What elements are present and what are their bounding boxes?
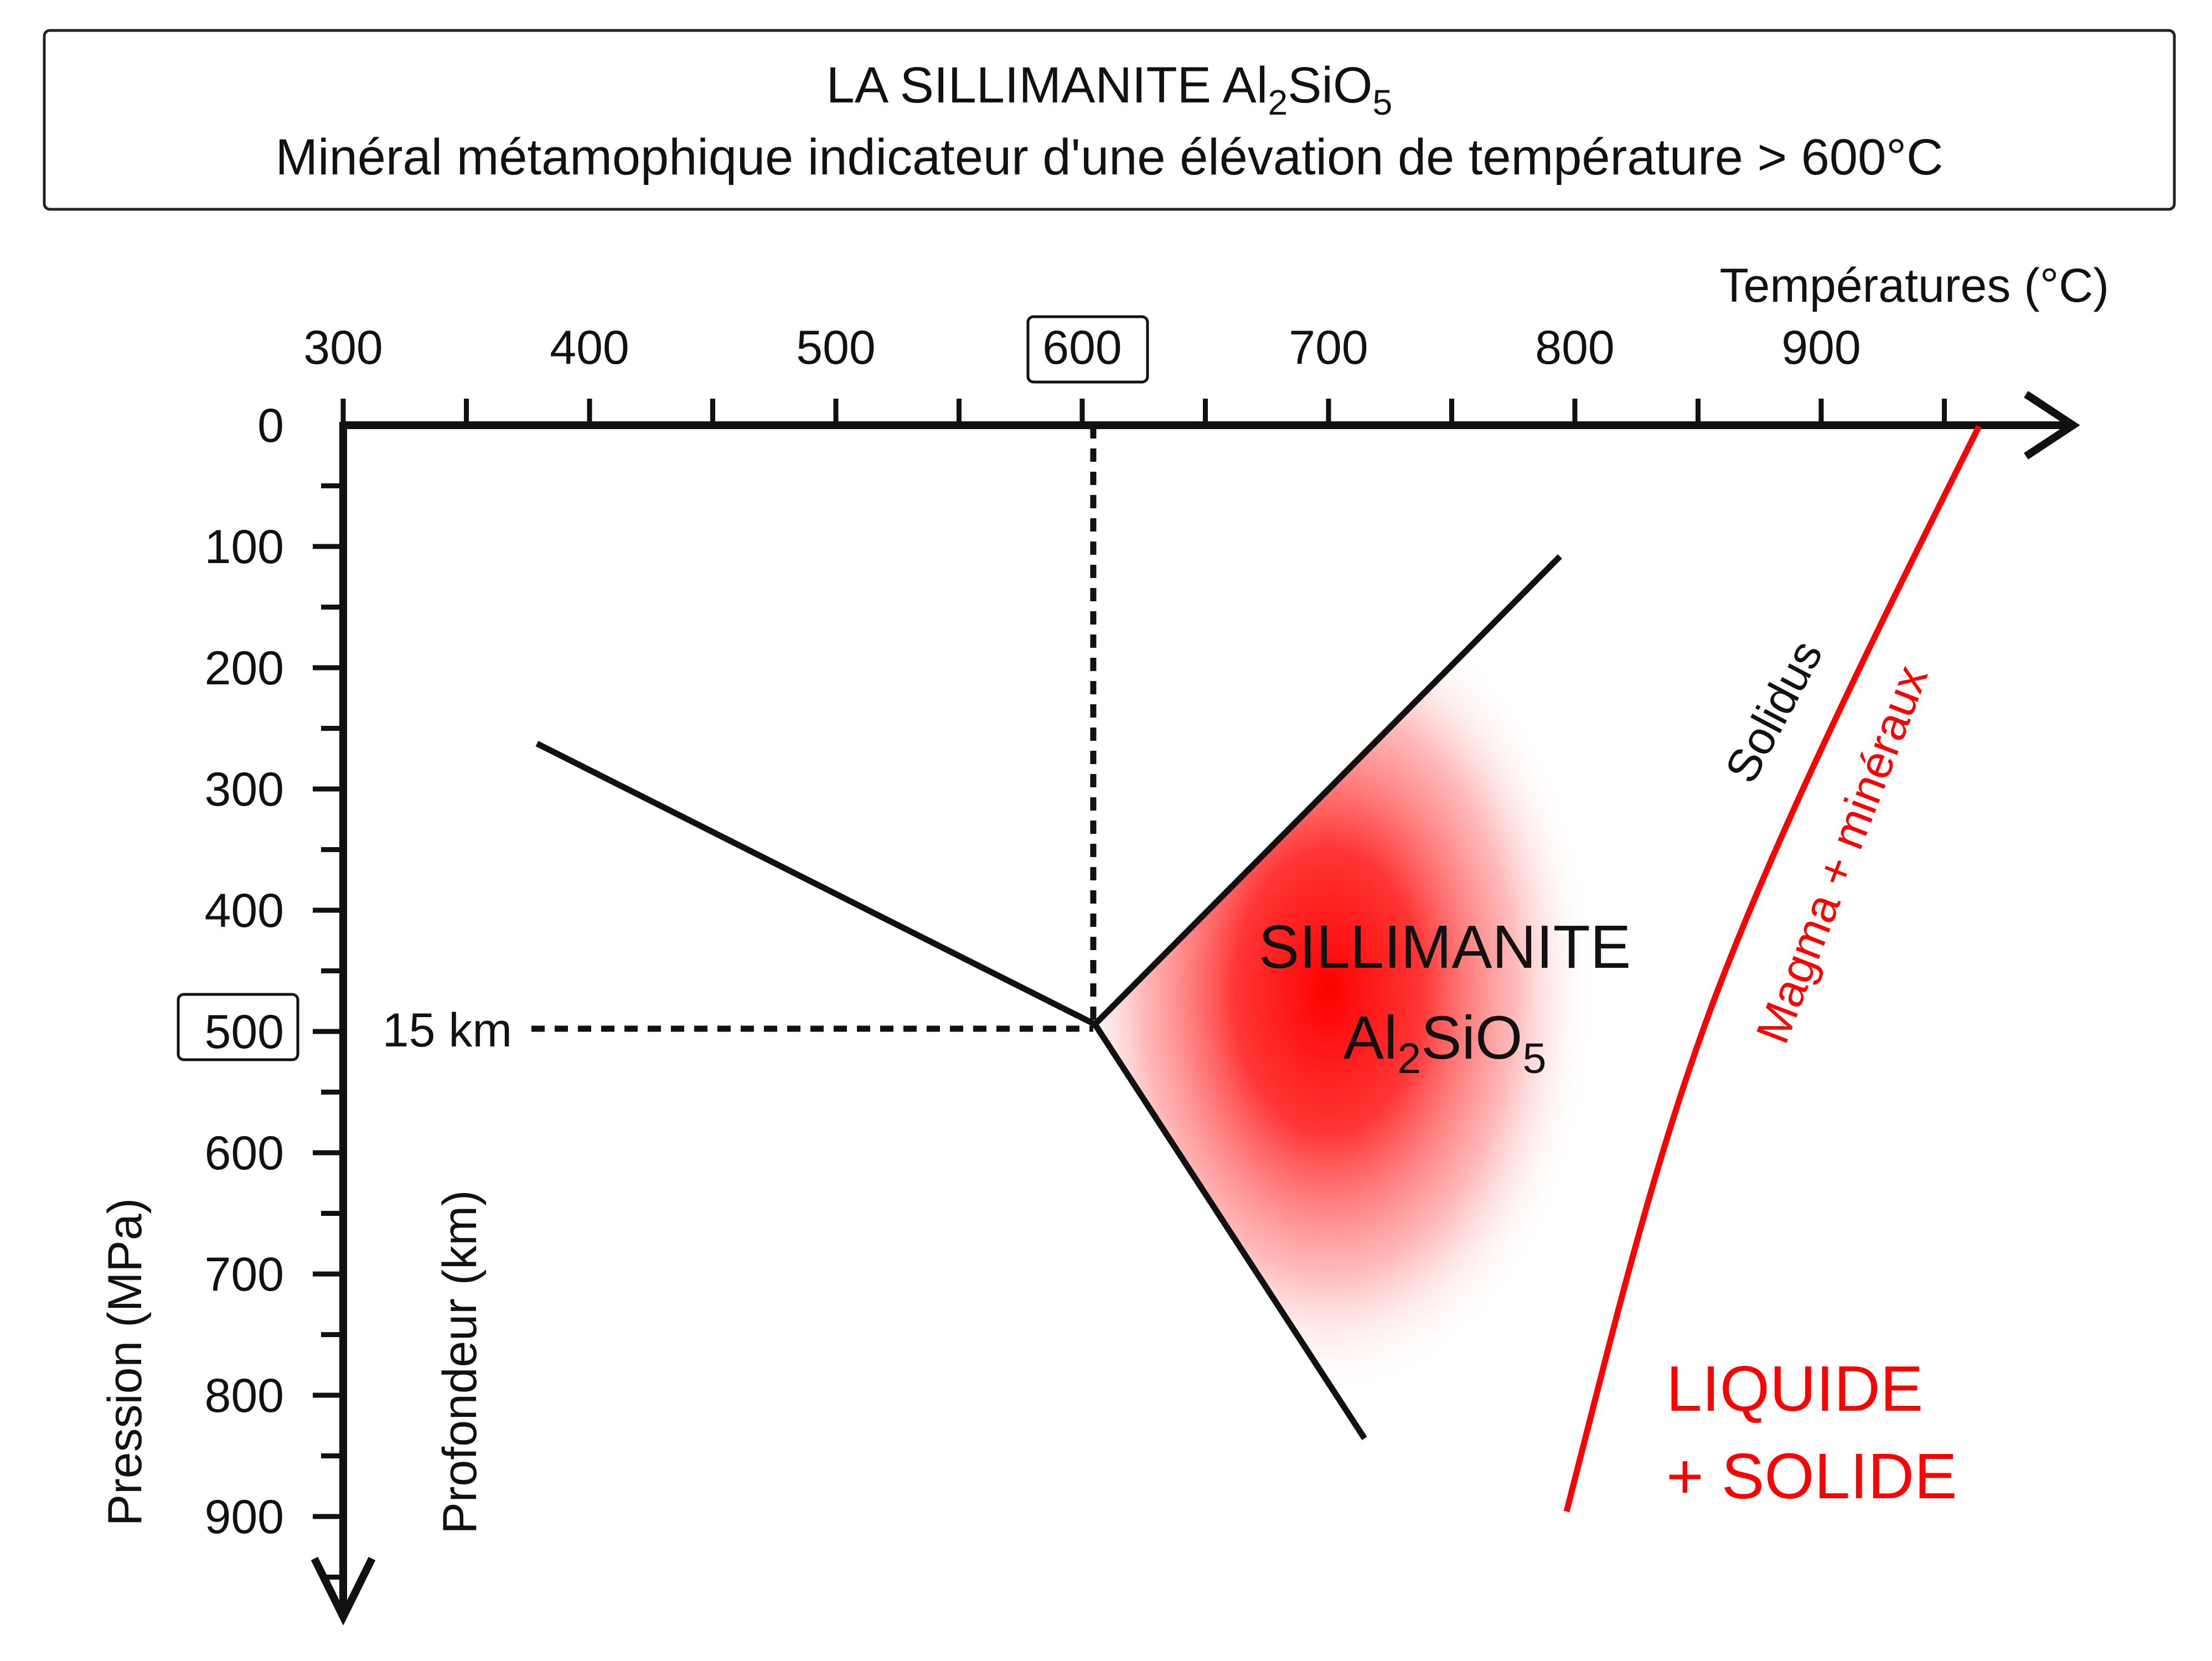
y-axis-title-pressure: Pression (MPa) [99, 1198, 152, 1526]
y-tick-label-100: 100 [205, 520, 285, 574]
y-tick-marks [313, 483, 343, 1580]
x-tick-label-800: 800 [1535, 321, 1615, 374]
x-tick-labels: 300 400 500 600 700 800 900 [303, 321, 1861, 374]
y-tick-label-900: 900 [205, 1490, 285, 1544]
andalusite-sillimanite-boundary [1093, 554, 1562, 1026]
solidus-curve [1563, 425, 1982, 1513]
y-tick-label-300: 300 [205, 763, 285, 816]
y-tick-labels: 0 100 200 300 400 500 600 700 800 900 [205, 399, 285, 1544]
x-tick-label-400: 400 [550, 321, 629, 374]
sillimanite-glow [1093, 559, 1594, 1423]
axes [311, 391, 2080, 1626]
y-axis-title-depth: Profondeur (km) [433, 1190, 487, 1534]
x-axis-arrowhead [2024, 391, 2080, 460]
x-tick-label-900: 900 [1781, 321, 1861, 374]
kyanite-sillimanite-boundary [1092, 1022, 1367, 1441]
sillimanite-label: SILLIMANITE [1259, 913, 1631, 981]
depth-label-15km: 15 km [383, 1004, 512, 1057]
y-tick-label-800: 800 [205, 1369, 285, 1422]
y-tick-label-600: 600 [205, 1127, 285, 1180]
x-tick-label-600: 600 [1042, 321, 1122, 374]
x-tick-600-highlight [1026, 315, 1149, 384]
x-tick-label-500: 500 [796, 321, 876, 374]
x-axis-title: Températures (°C) [1720, 259, 2109, 312]
sillimanite-zone [1093, 559, 1594, 1423]
y-tick-label-500: 500 [205, 1005, 285, 1059]
title-frame [43, 29, 2176, 211]
phase-boundaries [535, 554, 1562, 1441]
x-tick-label-300: 300 [303, 321, 383, 374]
andalusite-kyanite-boundary [535, 741, 1097, 1027]
sillimanite-formula: Al2SiO5 [1343, 1004, 1547, 1082]
liquid-label-line2: + SOLIDE [1666, 1440, 1957, 1512]
y-tick-label-0: 0 [257, 399, 284, 452]
x-tick-label-700: 700 [1289, 321, 1368, 374]
title-line-2: Minéral métamophique indicateur d'une él… [276, 129, 1944, 185]
y-tick-500-highlight [177, 993, 299, 1061]
y-tick-label-200: 200 [205, 642, 285, 695]
title-line-1: LA SILLIMANITE Al2SiO5 [826, 57, 1393, 122]
x-tick-marks [340, 399, 1947, 425]
y-tick-label-700: 700 [205, 1248, 285, 1301]
y-tick-label-400: 400 [205, 884, 285, 937]
liquid-label-line1: LIQUIDE [1666, 1353, 1923, 1425]
title-box: LA SILLIMANITE Al2SiO5 Minéral métamophi… [43, 29, 2176, 211]
